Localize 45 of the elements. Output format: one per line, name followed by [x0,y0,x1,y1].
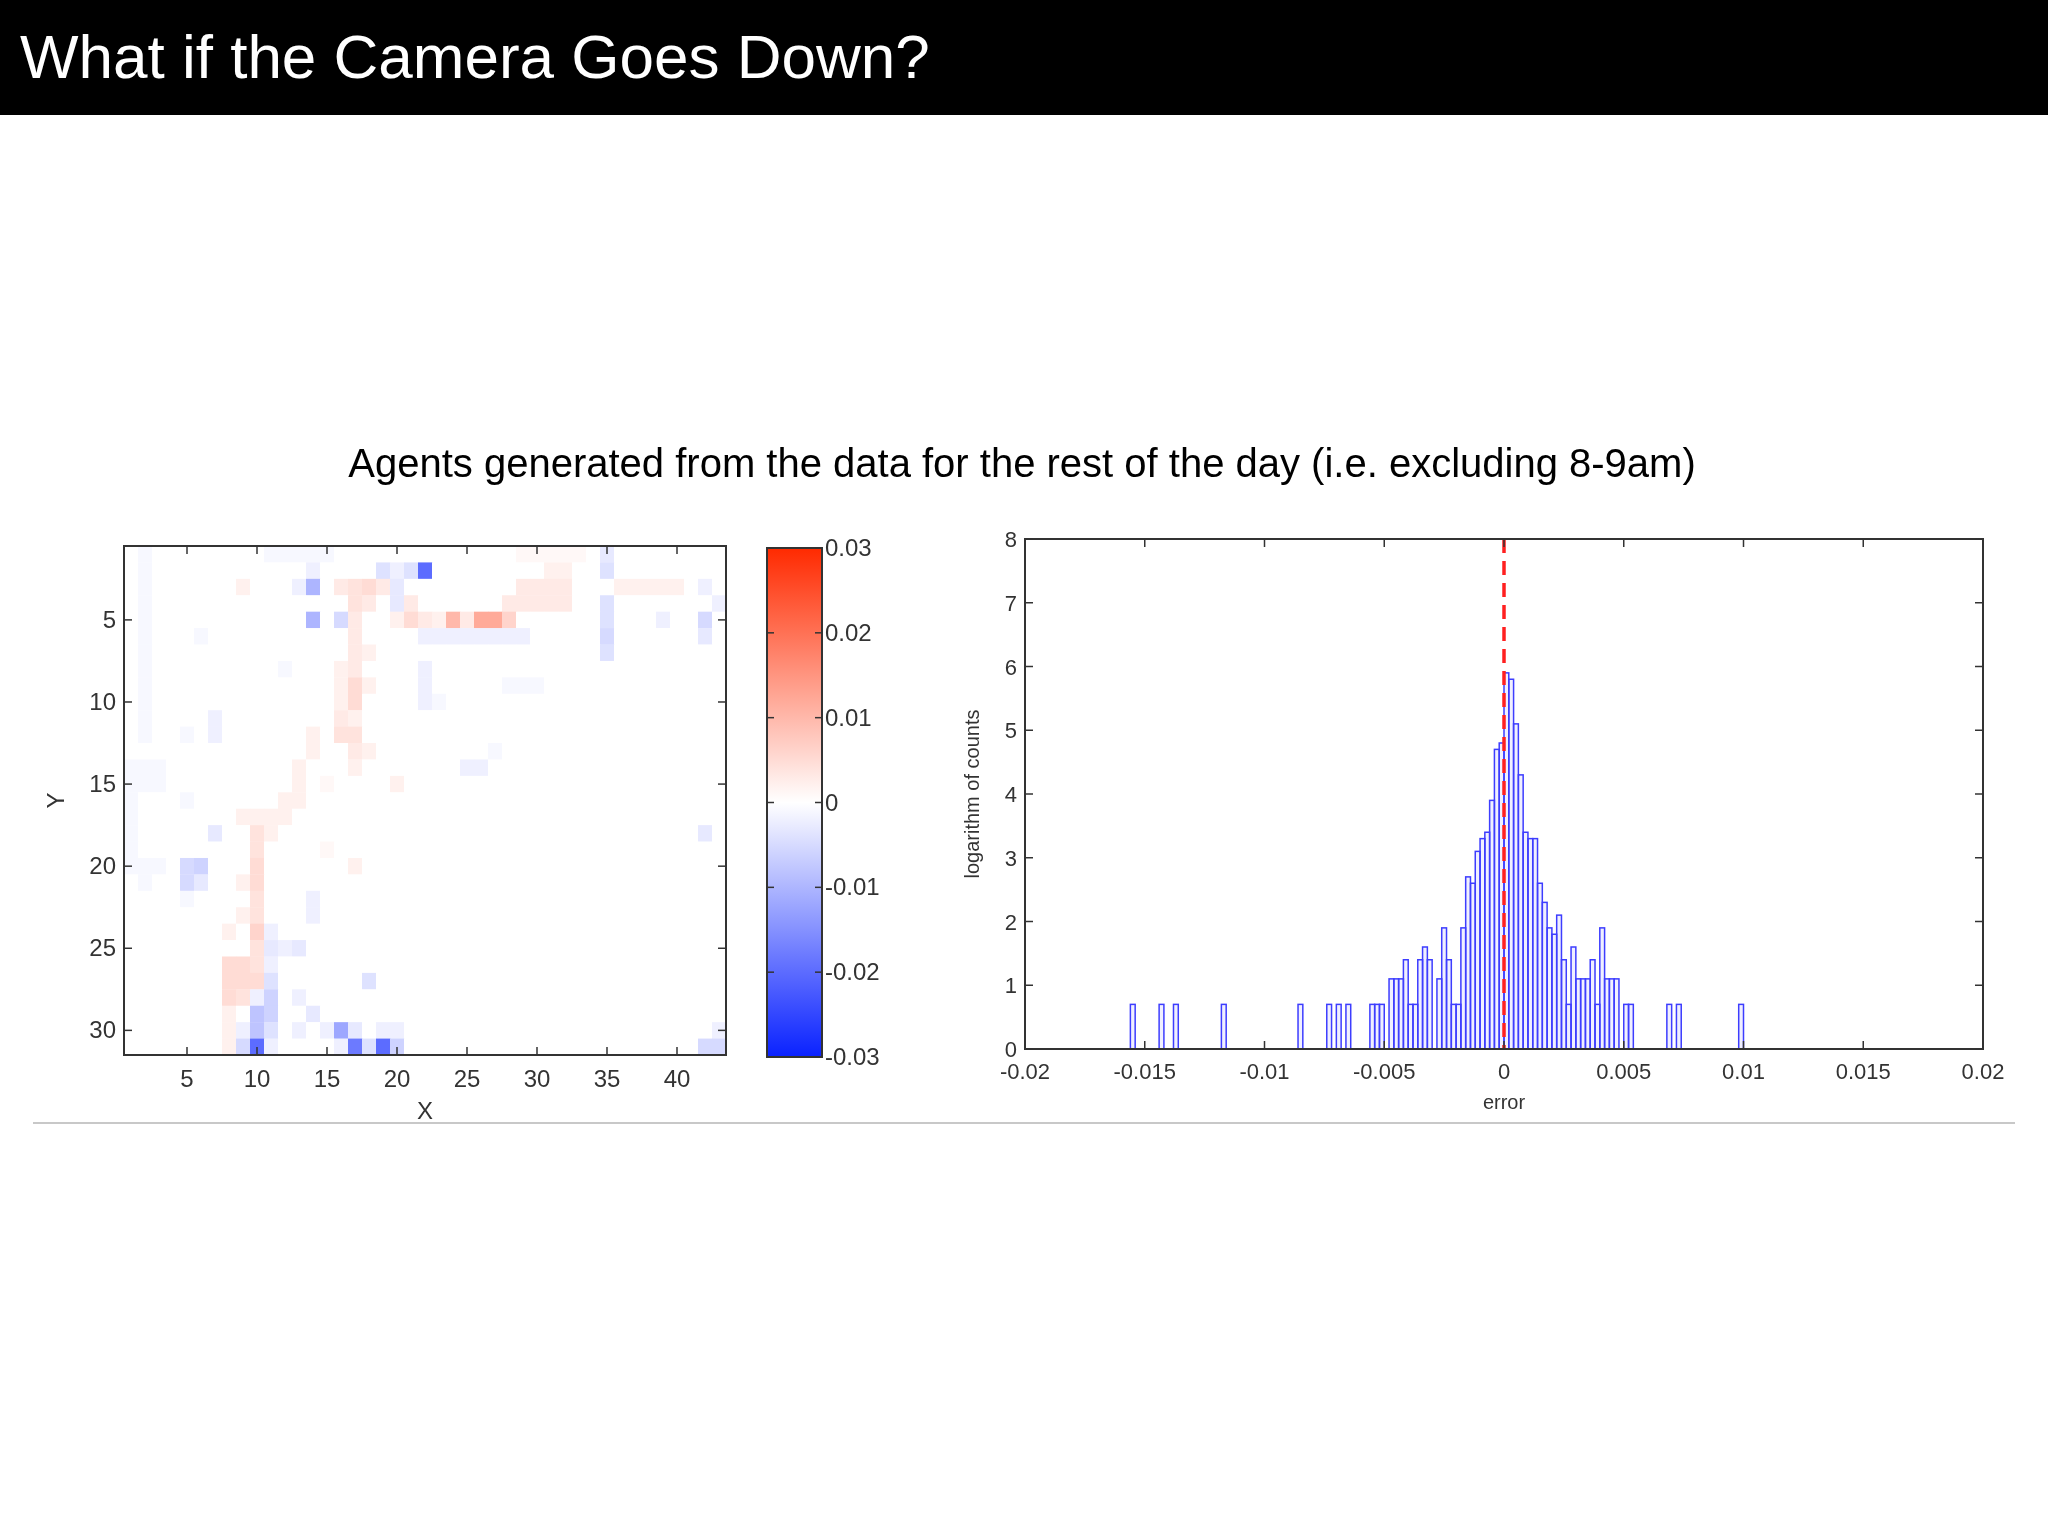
color-bar-label: -0.02 [825,958,880,986]
y-tick-label: 0 [1004,1037,1017,1062]
color-bar-label: 0.02 [825,618,872,646]
x-tick-label: 0.005 [1596,1059,1652,1084]
y-tick-label: 25 [89,934,116,962]
x-tick-label: 20 [383,1065,411,1092]
y-tick-label: 7 [1004,590,1017,616]
x-tick-label: 15 [313,1065,341,1092]
y-tick-label: 30 [89,1016,116,1044]
x-tick-label: 30 [523,1065,551,1092]
x-tick-label: 0 [1497,1059,1511,1084]
color-bar-label: 0 [825,788,839,816]
x-tick-label: -0.01 [1239,1059,1290,1084]
x-tick-label: 35 [593,1065,621,1092]
x-tick-label: 40 [663,1065,691,1092]
y-tick-label: 6 [1004,654,1017,680]
x-tick-label: 10 [243,1065,271,1092]
x-tick-label: 0.01 [1722,1059,1765,1084]
x-tick-label: -0.015 [1113,1059,1176,1084]
y-tick-label: 15 [89,770,116,798]
y-tick-label: 5 [102,605,116,633]
color-bar-label: -0.03 [825,1043,880,1070]
text: Agents generated from the data for the rest of the day (i.e. excluding 8-9am) [348,441,1696,485]
color-bar-label: 0.03 [825,534,872,561]
y-tick-label: 5 [1004,718,1017,744]
chart-title: What if the Camera Goes Down? [20,22,930,91]
y-tick-label: 4 [1004,782,1017,807]
color-bar-label: -0.01 [825,873,880,901]
y-tick-label: 2 [1004,909,1017,935]
x-tick-label: 0.015 [1835,1059,1891,1084]
color-bar-label: 0.01 [825,703,872,731]
x-tick-label: -0.02 [999,1059,1051,1084]
x-tick-label: 0.02 [1961,1059,2005,1084]
x-axis-title: X [416,1097,434,1124]
y-axis-title: logarithm of counts [961,709,983,879]
y-tick-label: 1 [1004,973,1017,999]
y-tick-label: 3 [1004,845,1017,871]
x-axis-title: error [1482,1091,1526,1113]
y-tick-label: 10 [89,687,116,715]
x-tick-label: 25 [453,1065,481,1092]
x-tick-label: -0.005 [1353,1059,1416,1084]
y-axis-title: Y [42,792,69,809]
x-tick-label: 5 [180,1065,194,1092]
y-tick-label: 20 [89,852,116,880]
y-tick-label: 8 [1004,527,1017,552]
